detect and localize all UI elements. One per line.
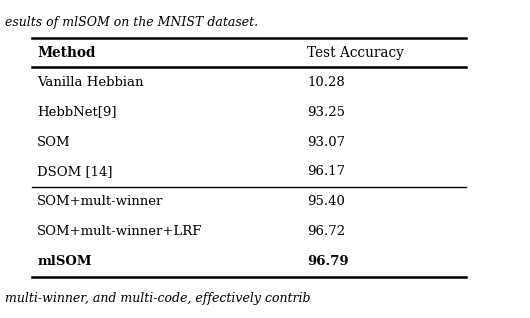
Text: 96.72: 96.72 <box>307 225 346 238</box>
Text: 10.28: 10.28 <box>307 76 345 89</box>
Text: Vanilla Hebbian: Vanilla Hebbian <box>37 76 144 89</box>
Text: 96.17: 96.17 <box>307 165 346 178</box>
Text: SOM+mult-winner: SOM+mult-winner <box>37 195 163 208</box>
Text: mlSOM: mlSOM <box>37 255 92 268</box>
Text: SOM+mult-winner+LRF: SOM+mult-winner+LRF <box>37 225 202 238</box>
Text: DSOM [14]: DSOM [14] <box>37 165 112 178</box>
Text: 96.79: 96.79 <box>307 255 349 268</box>
Text: esults of mlSOM on the MNIST dataset.: esults of mlSOM on the MNIST dataset. <box>5 16 259 29</box>
Text: 93.25: 93.25 <box>307 106 346 119</box>
Text: HebbNet[9]: HebbNet[9] <box>37 106 117 119</box>
Text: Test Accuracy: Test Accuracy <box>307 46 404 60</box>
Text: SOM: SOM <box>37 135 70 149</box>
Text: Method: Method <box>37 46 95 60</box>
Text: multi-winner, and multi-code, effectively contrib: multi-winner, and multi-code, effectivel… <box>5 292 311 305</box>
Text: 93.07: 93.07 <box>307 135 346 149</box>
Text: 95.40: 95.40 <box>307 195 345 208</box>
